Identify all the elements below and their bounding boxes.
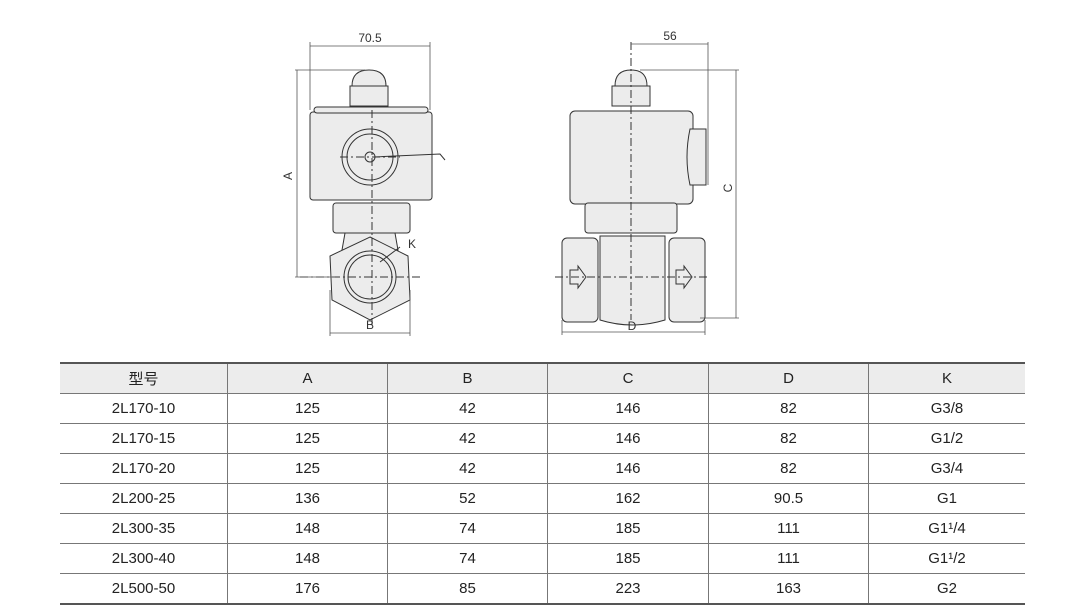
cell-b: 42 [387,393,548,424]
cell-c: 185 [547,543,709,574]
cell-k: G2 [868,573,1025,605]
cell-d: 82 [708,453,869,484]
cell-a: 136 [227,483,388,514]
valve-dimension-drawing: 70.5 56 A B C D K [281,29,739,336]
cell-a: 125 [227,393,388,424]
cell-model: 2L300-40 [60,543,228,574]
cell-a: 176 [227,573,388,605]
dim-width-side: 56 [663,29,677,43]
cell-d: 111 [708,543,869,574]
dimension-table: 型号 A B C D K 2L170-10 125 42 146 82 G3/8 2L170… [60,362,1025,605]
dim-label-a: A [281,172,295,180]
table-header-row: 型号 A B C D K [60,362,1025,394]
cell-b: 74 [387,513,548,544]
cell-b: 85 [387,573,548,605]
cell-a: 125 [227,423,388,454]
cell-model: 2L300-35 [60,513,228,544]
cell-b: 52 [387,483,548,514]
cell-k: G1/2 [868,423,1025,454]
cell-k: G1¹/4 [868,513,1025,544]
cell-k: G1¹/2 [868,543,1025,574]
cell-d: 82 [708,393,869,424]
cell-c: 185 [547,513,709,544]
cell-c: 146 [547,393,709,424]
cell-c: 223 [547,573,709,605]
cell-b: 42 [387,423,548,454]
dimension-lines [295,42,739,336]
cell-model: 2L170-10 [60,393,228,424]
cell-d: 82 [708,423,869,454]
cell-k: G1 [868,483,1025,514]
table-row: 2L500-50 176 85 223 163 G2 [60,573,1025,605]
cell-a: 148 [227,543,388,574]
dim-label-d: D [628,319,637,333]
cell-c: 146 [547,423,709,454]
dim-label-c: C [721,183,735,192]
cell-k: G3/4 [868,453,1025,484]
cell-a: 148 [227,513,388,544]
header-model: 型号 [60,362,228,394]
cell-d: 163 [708,573,869,605]
dim-label-k: K [408,237,416,251]
table-row: 2L170-20 125 42 146 82 G3/4 [60,453,1025,484]
front-view [300,69,446,325]
cell-model: 2L170-20 [60,453,228,484]
cell-b: 42 [387,453,548,484]
header-c: C [547,362,709,394]
dim-label-b: B [366,318,374,332]
cell-d: 111 [708,513,869,544]
table-row: 2L170-15 125 42 146 82 G1/2 [60,423,1025,454]
header-a: A [227,362,388,394]
header-d: D [708,362,869,394]
cell-c: 162 [547,483,709,514]
cell-k: G3/8 [868,393,1025,424]
table-row: 2L300-40 148 74 185 111 G1¹/2 [60,543,1025,574]
header-b: B [387,362,548,394]
table-row: 2L200-25 136 52 162 90.5 G1 [60,483,1025,514]
cell-d: 90.5 [708,483,869,514]
cell-b: 74 [387,543,548,574]
header-k: K [868,362,1025,394]
table-row: 2L170-10 125 42 146 82 G3/8 [60,393,1025,424]
cell-c: 146 [547,453,709,484]
side-view [555,42,710,326]
dim-width-front: 70.5 [358,31,382,45]
table-row: 2L300-35 148 74 185 111 G1¹/4 [60,513,1025,544]
cell-model: 2L200-25 [60,483,228,514]
cell-model: 2L170-15 [60,423,228,454]
cell-a: 125 [227,453,388,484]
cell-model: 2L500-50 [60,573,228,605]
